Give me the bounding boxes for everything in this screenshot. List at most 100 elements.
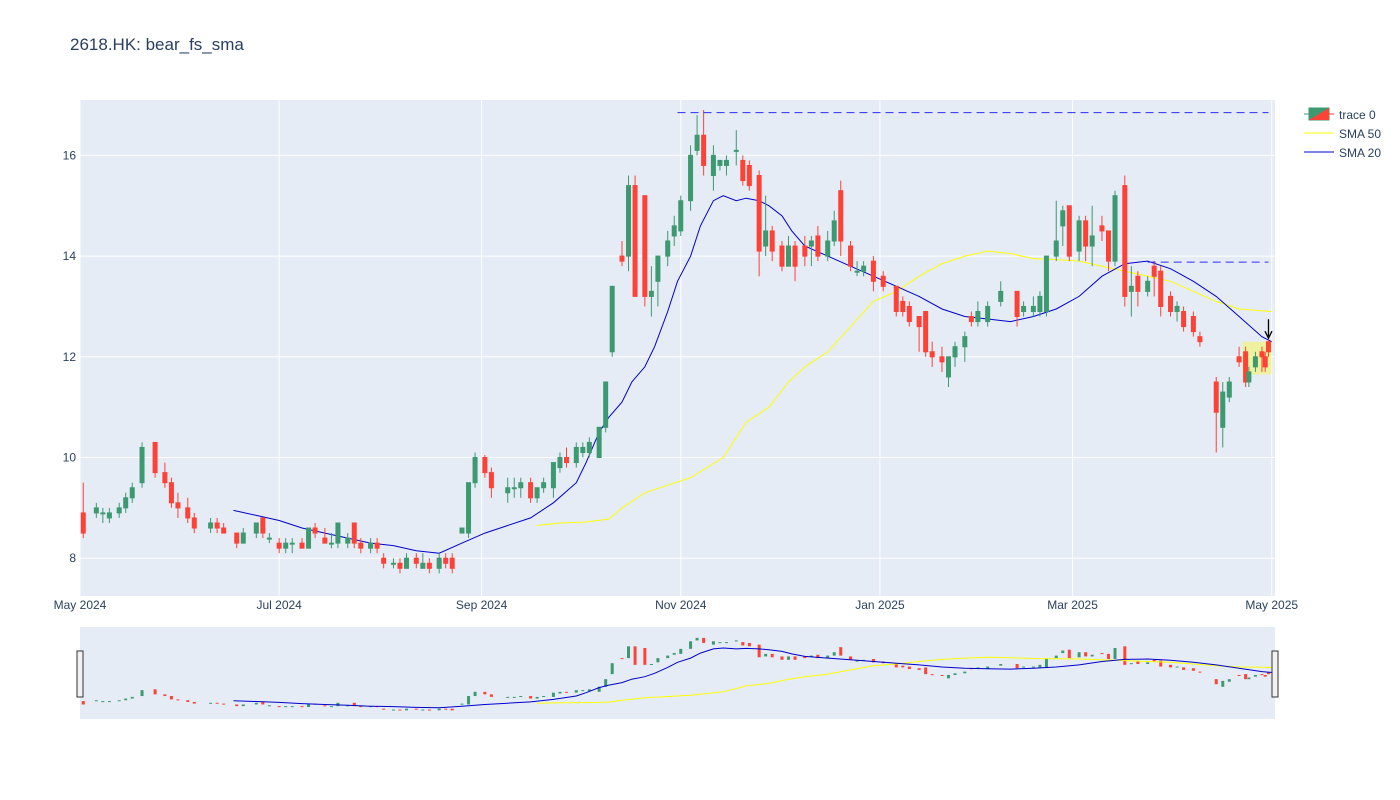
range-slider-handle-left[interactable] bbox=[76, 650, 84, 698]
candle-body bbox=[694, 134, 700, 151]
candle-body bbox=[541, 482, 547, 489]
candle-body bbox=[596, 426, 602, 459]
mini-candle bbox=[1084, 652, 1088, 657]
mini-candle bbox=[695, 637, 699, 641]
legend-item-trace-0[interactable]: trace 0 bbox=[1304, 107, 1376, 122]
candle-body bbox=[534, 487, 540, 499]
candle-down bbox=[563, 447, 569, 468]
candle-body bbox=[740, 159, 746, 182]
candle-up bbox=[557, 452, 563, 473]
candle-body bbox=[123, 497, 129, 509]
candle-up bbox=[1021, 301, 1027, 317]
mini-candle bbox=[186, 700, 190, 702]
candle-body bbox=[1252, 356, 1258, 368]
mini-candle bbox=[1015, 664, 1019, 669]
mini-candle bbox=[809, 655, 813, 657]
chart-title: 2618.HK: bear_fs_sma bbox=[70, 35, 244, 54]
mini-candle bbox=[1077, 652, 1081, 658]
candle-body bbox=[557, 457, 563, 469]
candle-body bbox=[162, 472, 168, 484]
candlestick-series bbox=[80, 110, 1271, 574]
mini-candle bbox=[398, 709, 402, 711]
mini-candle bbox=[581, 690, 585, 692]
mini-candle bbox=[1182, 667, 1186, 670]
candle-body bbox=[609, 285, 615, 353]
mini-candle bbox=[421, 709, 425, 711]
mini-candle bbox=[542, 696, 546, 698]
candle-up bbox=[626, 175, 632, 272]
candle-down bbox=[906, 301, 912, 327]
candle-body bbox=[221, 527, 227, 534]
candle-down bbox=[1265, 336, 1271, 357]
candle-body bbox=[831, 220, 837, 242]
mini-candle bbox=[597, 686, 601, 692]
candle-body bbox=[825, 240, 831, 257]
mini-candle bbox=[679, 648, 683, 654]
candle-body bbox=[723, 159, 729, 166]
mini-candle bbox=[917, 668, 921, 670]
candle-up bbox=[854, 261, 860, 277]
legend-item-sma-50[interactable]: SMA 50 bbox=[1304, 127, 1381, 141]
candle-down bbox=[482, 455, 488, 478]
candle-body bbox=[443, 557, 449, 564]
candle-body bbox=[671, 225, 677, 237]
candle-down bbox=[1066, 205, 1072, 262]
candle-body bbox=[848, 245, 854, 267]
mini-candle bbox=[610, 663, 614, 675]
candle-down bbox=[1197, 331, 1203, 347]
candle-body bbox=[208, 522, 214, 529]
range-slider[interactable] bbox=[80, 627, 1275, 719]
candle-body bbox=[655, 255, 661, 282]
candle-body bbox=[390, 562, 396, 565]
candle-body bbox=[923, 310, 929, 353]
candle-down bbox=[152, 441, 158, 478]
mini-candle bbox=[254, 702, 258, 705]
candle-down bbox=[488, 467, 494, 498]
x-tick-label: Sep 2024 bbox=[456, 598, 508, 612]
range-slider-content bbox=[81, 637, 1272, 711]
candle-body bbox=[420, 562, 426, 569]
candle-body bbox=[746, 164, 752, 187]
candle-up bbox=[694, 115, 700, 156]
candle-up bbox=[100, 507, 106, 523]
candle-body bbox=[312, 527, 318, 534]
mini-candle bbox=[444, 708, 448, 710]
candle-body bbox=[975, 310, 981, 323]
candle-down bbox=[880, 271, 886, 292]
candle-body bbox=[368, 542, 374, 549]
x-tick-label: Jan 2025 bbox=[855, 598, 905, 612]
mini-candle bbox=[718, 642, 722, 644]
candle-body bbox=[786, 245, 792, 267]
mini-candle bbox=[672, 653, 676, 655]
mini-candle bbox=[535, 696, 539, 699]
x-axis-ticks: May 2024 Jul 2024 Sep 2024 Nov 2024 Jan 2025… bbox=[54, 598, 1299, 612]
mini-candle bbox=[643, 648, 647, 665]
candle-up bbox=[93, 502, 99, 518]
candle-up bbox=[266, 533, 272, 544]
candle-body bbox=[191, 517, 197, 529]
range-slider-handle-right[interactable] bbox=[1271, 650, 1279, 698]
candle-up bbox=[541, 477, 547, 493]
mini-candle bbox=[1214, 679, 1218, 685]
mini-candle bbox=[963, 671, 967, 674]
candle-body bbox=[717, 159, 723, 166]
arrow-head bbox=[1264, 330, 1273, 340]
mini-candle bbox=[826, 655, 830, 659]
candle-up bbox=[511, 477, 517, 498]
candle-body bbox=[1089, 235, 1095, 247]
candle-body bbox=[756, 175, 762, 252]
mini-candle bbox=[1237, 674, 1241, 676]
mini-candle bbox=[986, 666, 990, 670]
legend-item-sma-20[interactable]: SMA 20 bbox=[1304, 146, 1381, 160]
mini-candle bbox=[633, 646, 637, 665]
y-tick-label: 12 bbox=[63, 350, 77, 364]
mini-candle bbox=[1175, 666, 1179, 668]
candle-up bbox=[345, 533, 351, 549]
mini-candle bbox=[405, 708, 409, 711]
mini-candle bbox=[329, 706, 333, 708]
mini-candle bbox=[277, 706, 281, 708]
candle-up bbox=[678, 195, 684, 236]
mini-candle bbox=[1061, 650, 1065, 654]
plot-area[interactable] bbox=[80, 100, 1275, 596]
candle-body bbox=[518, 482, 524, 489]
